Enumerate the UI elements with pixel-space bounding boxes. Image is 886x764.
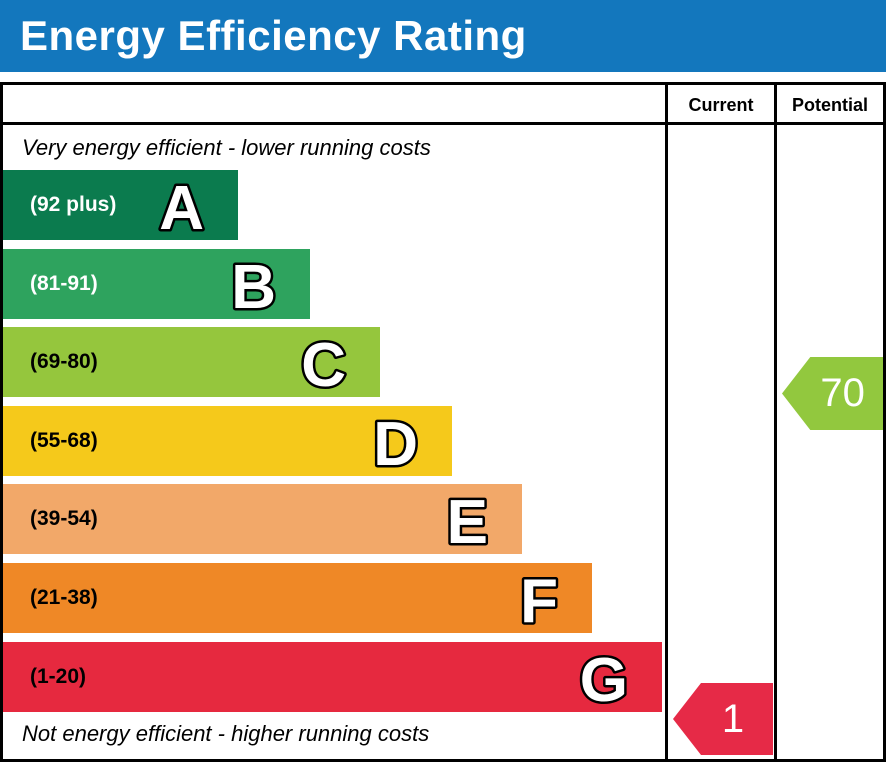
- potential-column-divider: [774, 85, 777, 759]
- potential-rating-value: 70: [820, 371, 865, 415]
- band-b-letter: B: [229, 251, 279, 317]
- page-title: Energy Efficiency Rating: [20, 12, 527, 59]
- band-e: (39-54) E: [3, 484, 522, 554]
- band-b-range-label: (81-91): [30, 272, 98, 295]
- band-e-letter: E: [444, 486, 490, 552]
- band-e-range-label: (39-54): [30, 507, 98, 530]
- band-c: (69-80) C: [3, 327, 380, 397]
- band-c-range-label: (69-80): [30, 350, 98, 373]
- potential-column-header: Potential: [791, 95, 868, 115]
- band-d: (55-68) D: [3, 406, 452, 476]
- svg-text:C: C: [301, 331, 346, 395]
- band-g: (1-20) G: [3, 642, 662, 712]
- band-b: (81-91) B: [3, 249, 310, 319]
- band-d-range-label: (55-68): [30, 429, 98, 452]
- current-column-divider: [665, 85, 668, 759]
- band-c-letter: C: [299, 329, 349, 395]
- band-g-range-label: (1-20): [30, 665, 87, 688]
- rating-table: Current Potential Very energy efficient …: [0, 82, 886, 762]
- svg-text:G: G: [580, 646, 628, 710]
- top-note: Very energy efficient - lower running co…: [22, 135, 431, 160]
- band-a: (92 plus) A: [3, 170, 238, 240]
- table-header-row: [3, 85, 883, 125]
- current-column-header: Current: [688, 95, 754, 115]
- title-bar: Energy Efficiency Rating: [0, 0, 886, 72]
- bottom-note: Not energy efficient - higher running co…: [22, 721, 430, 746]
- svg-text:D: D: [373, 410, 418, 474]
- potential-rating-arrow: 70: [782, 357, 883, 430]
- band-f: (21-38) F: [3, 563, 592, 633]
- current-rating-arrow: 1: [673, 683, 773, 755]
- band-f-range-label: (21-38): [30, 586, 98, 609]
- svg-text:A: A: [159, 174, 204, 238]
- band-a-range-label: (92 plus): [30, 193, 117, 216]
- band-d-letter: D: [371, 408, 421, 474]
- band-g-letter: G: [577, 644, 630, 710]
- band-f-letter: F: [518, 565, 561, 631]
- current-rating-value: 1: [721, 696, 745, 741]
- band-a-letter: A: [157, 172, 207, 238]
- svg-text:B: B: [231, 253, 276, 317]
- svg-text:E: E: [447, 488, 488, 552]
- svg-text:F: F: [520, 567, 558, 631]
